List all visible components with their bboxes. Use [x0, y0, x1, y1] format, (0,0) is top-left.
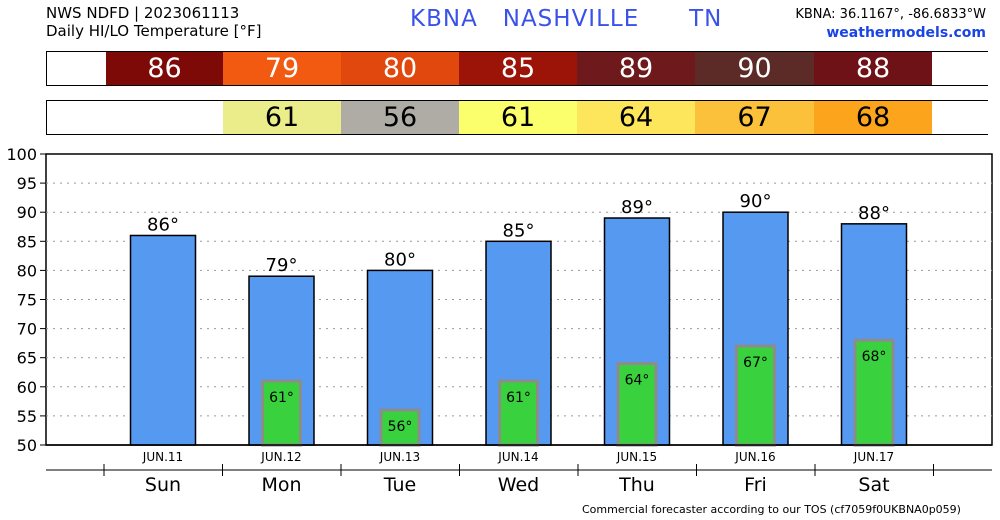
lo-bar-label: 67°	[743, 355, 768, 371]
y-tick-label: 75	[17, 291, 37, 310]
hi-bar	[129, 234, 197, 446]
lo-temp-cell	[932, 101, 988, 134]
hi-temp-cell: 89	[577, 52, 695, 85]
lo-temp-cell: 61	[223, 101, 341, 134]
x-day-label: Sat	[858, 474, 889, 496]
y-tick-label: 55	[17, 407, 37, 426]
x-day-label: Fri	[744, 474, 767, 496]
y-tick-label: 50	[17, 436, 37, 455]
lo-temp-cell: 61	[459, 101, 577, 134]
footer-note: Commercial forecaster according to our T…	[582, 503, 961, 516]
lo-bar-label: 64°	[625, 373, 650, 389]
x-day-label: Sun	[145, 474, 181, 496]
y-tick-label: 70	[17, 320, 37, 339]
x-date-label: JUN.13	[379, 450, 420, 464]
lo-bar-label: 68°	[862, 349, 887, 365]
x-day-label: Mon	[261, 474, 301, 496]
hi-bar	[603, 217, 671, 446]
x-date-label: JUN.16	[734, 450, 775, 464]
hi-bar-label: 86°	[147, 214, 179, 235]
x-date-label: JUN.14	[497, 450, 538, 464]
x-date-label: JUN.11	[142, 450, 183, 464]
site-link[interactable]: weathermodels.com	[826, 25, 986, 41]
x-day-label: Tue	[383, 474, 416, 496]
lo-temp-cell: 64	[577, 101, 695, 134]
hi-bar-label: 89°	[621, 197, 653, 218]
y-tick-label: 90	[17, 203, 37, 222]
lo-bar-label: 61°	[269, 390, 294, 406]
lo-temp-cell	[106, 101, 223, 134]
parameter-line: Daily HI/LO Temperature [°F]	[46, 22, 262, 40]
y-tick-label: 95	[17, 174, 37, 193]
hi-temp-cell	[47, 52, 106, 85]
station-title: KBNA NASHVILLE TN	[410, 6, 723, 32]
lo-bar	[616, 362, 658, 447]
lo-bar	[261, 379, 302, 447]
hi-bar-label: 85°	[503, 220, 535, 241]
hi-temp-cell	[932, 52, 988, 85]
hi-temp-cell: 86	[106, 52, 223, 85]
x-date-label: JUN.17	[853, 450, 894, 464]
lo-bar-label: 61°	[506, 390, 531, 406]
hi-bar-label: 88°	[858, 203, 890, 224]
hi-temp-cell: 90	[695, 52, 814, 85]
y-tick-label: 80	[17, 261, 37, 280]
y-tick-label: 65	[17, 349, 37, 368]
lo-bar	[498, 379, 539, 447]
hi-bar	[366, 269, 434, 446]
lo-temp-cell: 67	[695, 101, 814, 134]
x-date-label: JUN.15	[616, 450, 657, 464]
hi-temp-cell: 80	[341, 52, 459, 85]
x-day-label: Wed	[498, 474, 539, 496]
hi-temp-cell: 79	[223, 52, 341, 85]
lo-temp-strip: 61 56 61 64 67 68	[46, 100, 988, 135]
lo-temp-cell	[47, 101, 106, 134]
y-tick-label: 60	[17, 378, 37, 397]
lo-temp-cell: 68	[814, 101, 932, 134]
lo-temp-cell: 56	[341, 101, 459, 134]
hi-temp-cell: 88	[814, 52, 932, 85]
hi-bar-label: 90°	[740, 191, 772, 212]
hi-temp-cell: 85	[459, 52, 577, 85]
y-tick-label: 100	[6, 145, 37, 164]
hi-temp-strip: 86 79 80 85 89 90 88	[46, 51, 988, 86]
station-coords: KBNA: 36.1167°, -86.6833°W	[795, 7, 986, 22]
lo-bar-label: 56°	[388, 419, 413, 435]
chart-header-left: NWS NDFD | 2023061113 Daily HI/LO Temper…	[46, 4, 262, 40]
x-day-label: Thu	[618, 474, 655, 496]
product-line: NWS NDFD | 2023061113	[46, 4, 240, 22]
x-date-label: JUN.12	[260, 450, 301, 464]
hi-bar-label: 79°	[266, 255, 298, 276]
chart-header-right: KBNA: 36.1167°, -86.6833°W weathermodels…	[795, 5, 986, 43]
hi-bar-label: 80°	[384, 249, 416, 270]
y-tick-label: 85	[17, 232, 37, 251]
